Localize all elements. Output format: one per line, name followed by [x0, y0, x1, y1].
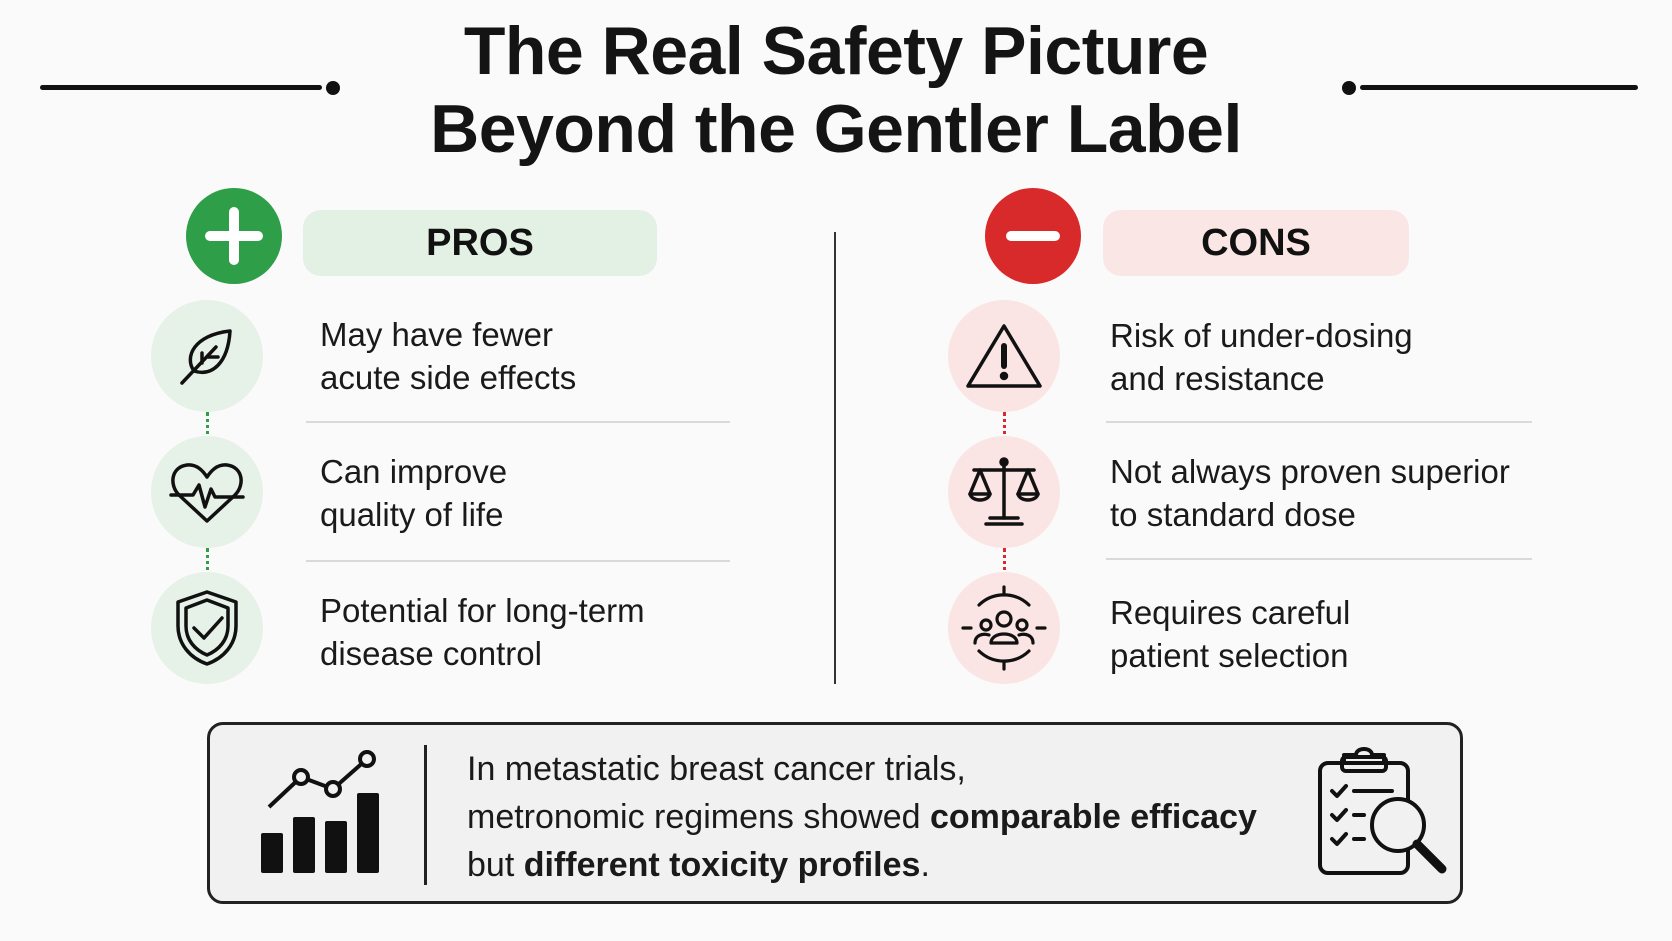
title-line-2: Beyond the Gentler Label	[430, 91, 1242, 167]
pros-heading: PROS	[303, 210, 657, 276]
pros-item-3-line-1: Potential for long-term	[320, 592, 645, 629]
cons-item-3: Requires careful patient selection	[1110, 591, 1350, 677]
pros-row-separator-1	[306, 421, 730, 423]
title-rule-right-dot	[1342, 81, 1356, 95]
callout-line-3-end: .	[920, 846, 930, 884]
cons-connector-1	[1003, 412, 1006, 442]
pros-connector-2	[206, 548, 209, 578]
pros-connector-1	[206, 412, 209, 442]
minus-icon	[985, 188, 1081, 284]
callout-line-3: but different toxicity profiles.	[467, 841, 1297, 889]
page-title: The Real Safety Picture Beyond the Gentl…	[0, 12, 1672, 168]
cons-row-separator-2	[1106, 558, 1532, 560]
pros-item-2-line-1: Can improve	[320, 453, 508, 490]
pros-item-1-line-1: May have fewer	[320, 316, 553, 353]
pros-item-1-line-2: acute side effects	[320, 359, 577, 396]
plus-icon	[186, 188, 282, 284]
clipboard-search-icon	[1318, 747, 1447, 875]
cons-connector-2	[1003, 548, 1006, 578]
pros-row-separator-2	[306, 560, 730, 562]
title-line-1: The Real Safety Picture	[463, 13, 1209, 89]
cons-row-separator-1	[1106, 421, 1532, 423]
callout-line-1: In metastatic breast cancer trials,	[467, 750, 966, 788]
callout-line-3-text: but	[467, 846, 524, 884]
leaf-icon	[151, 300, 263, 412]
callout-separator	[424, 745, 427, 885]
growth-chart-icon	[261, 750, 379, 873]
heart-pulse-icon	[151, 436, 263, 548]
pros-item-3-line-2: disease control	[320, 635, 542, 672]
cons-item-3-line-1: Requires careful	[1110, 594, 1351, 631]
callout-line-2-text: metronomic regimens showed	[467, 798, 930, 836]
cons-item-1: Risk of under-dosing and resistance	[1110, 314, 1413, 400]
callout-box: In metastatic breast cancer trials, metr…	[207, 722, 1463, 904]
pros-item-2: Can improve quality of life	[320, 450, 507, 536]
scales-icon	[948, 436, 1060, 548]
cons-item-2-line-2: to standard dose	[1110, 496, 1356, 533]
title-rule-left-dot	[326, 81, 340, 95]
callout-line-2: metronomic regimens showed comparable ef…	[467, 793, 1297, 841]
shield-check-icon	[151, 572, 263, 684]
cons-item-1-line-1: Risk of under-dosing	[1110, 317, 1413, 354]
pros-item-3: Potential for long-term disease control	[320, 589, 645, 675]
warning-icon	[948, 300, 1060, 412]
callout-emphasis-toxicity: different toxicity profiles	[523, 846, 921, 884]
patient-target-icon	[948, 572, 1060, 684]
cons-heading: CONS	[1103, 210, 1409, 276]
pros-item-1: May have fewer acute side effects	[320, 313, 576, 399]
cons-item-2-line-1: Not always proven superior	[1110, 453, 1510, 490]
callout-text: In metastatic breast cancer trials, metr…	[467, 745, 1297, 889]
column-divider	[834, 232, 836, 684]
pros-item-2-line-2: quality of life	[320, 496, 504, 533]
title-rule-left	[40, 85, 322, 90]
cons-item-2: Not always proven superior to standard d…	[1110, 450, 1510, 536]
cons-item-3-line-2: patient selection	[1110, 637, 1349, 674]
callout-emphasis-efficacy: comparable efficacy	[929, 798, 1257, 836]
title-rule-right	[1360, 85, 1638, 90]
cons-item-1-line-2: and resistance	[1110, 360, 1325, 397]
